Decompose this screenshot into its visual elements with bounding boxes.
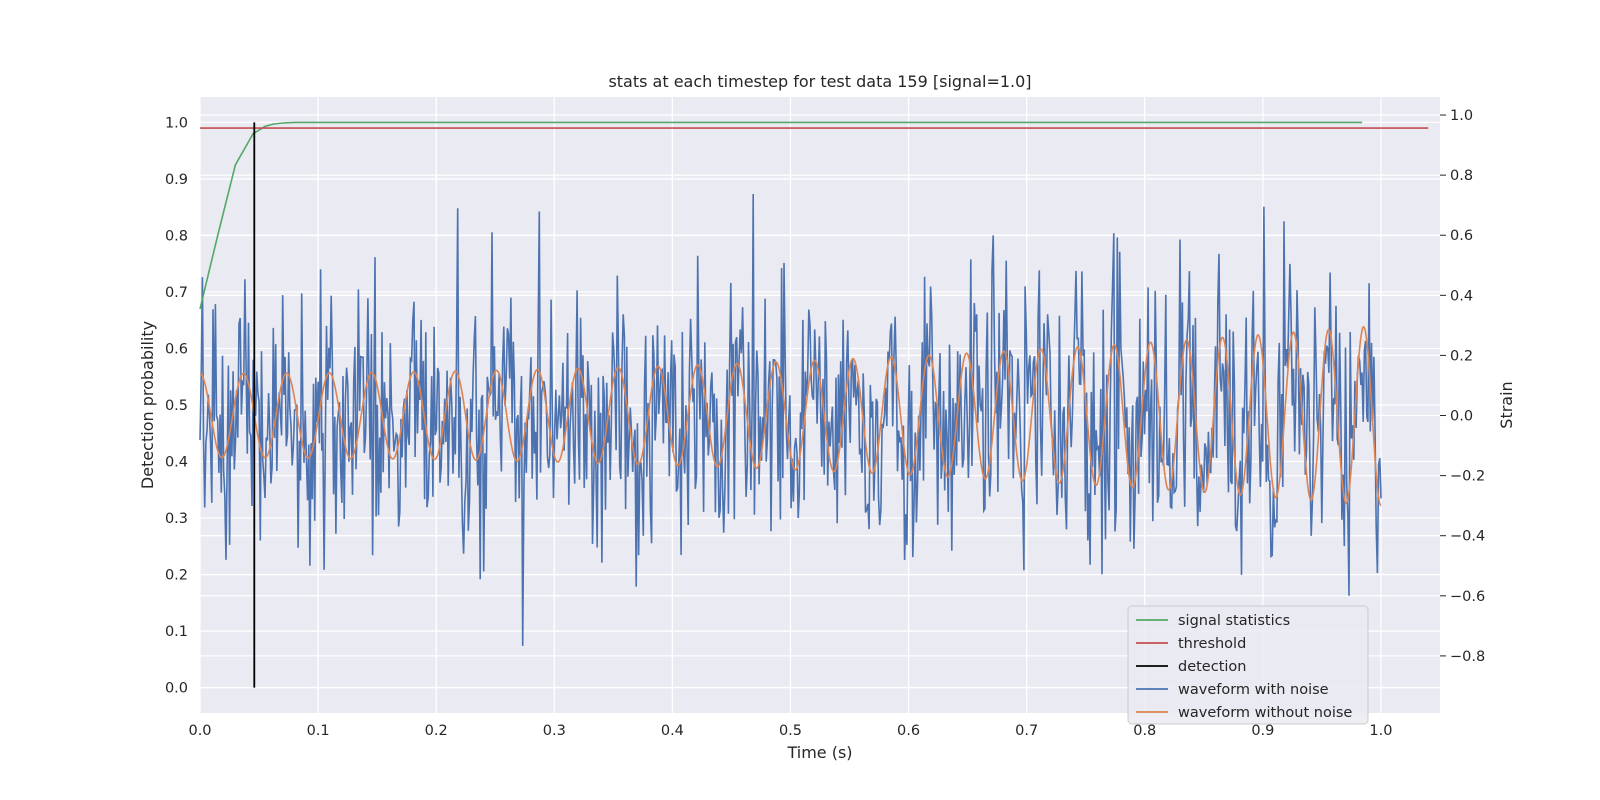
legend-label: waveform with noise [1178, 682, 1329, 698]
y-tick-label-right: 0.4 [1450, 288, 1473, 304]
y-tick-label-right: −0.2 [1450, 469, 1485, 485]
x-tick-label: 0.7 [1015, 723, 1038, 739]
y-tick-label-right: 0.8 [1450, 168, 1473, 184]
y-tick-label-left: 0.1 [165, 624, 188, 640]
y-tick-label-left: 0.5 [165, 398, 188, 414]
y-tick-label-left: 0.8 [165, 228, 188, 244]
series-waveform-without-noise [199, 326, 1382, 507]
y-tick-label-right: −0.4 [1450, 529, 1485, 545]
x-tick-label: 0.6 [897, 723, 920, 739]
x-tick-label: 0.9 [1251, 723, 1274, 739]
y-tick-label-left: 0.6 [165, 341, 188, 357]
x-tick-label: 0.1 [307, 723, 330, 739]
legend: signal statistics threshold detection wavef… [1127, 605, 1369, 725]
x-tick-label: 0.3 [543, 723, 566, 739]
legend-label: signal statistics [1178, 613, 1290, 629]
y-tick-label-right: −0.8 [1450, 649, 1485, 665]
y-tick-label-right: −0.6 [1450, 589, 1485, 605]
y-tick-label-left: 0.2 [165, 568, 188, 584]
x-axis-label: Time (s) [786, 743, 852, 762]
y-axis-label-left: Detection probability [138, 321, 157, 489]
y-tick-label-right: 0.2 [1450, 348, 1473, 364]
y-tick-label-right: 0.0 [1450, 409, 1473, 425]
y-tick-label-left: 0.0 [165, 681, 188, 697]
y-tick-label-left: 0.3 [165, 511, 188, 527]
x-tick-label: 1.0 [1369, 723, 1392, 739]
legend-label: detection [1178, 659, 1246, 675]
y-tick-label-left: 0.9 [165, 172, 188, 188]
x-tick-label: 0.5 [779, 723, 802, 739]
series-signal-statistics [199, 121, 1363, 310]
legend-label: waveform without noise [1178, 705, 1352, 721]
y-tick-label-right: 1.0 [1450, 108, 1473, 124]
series-lines [199, 121, 1429, 688]
y-tick-label-right: 0.6 [1450, 228, 1473, 244]
x-tick-label: 0.2 [425, 723, 448, 739]
y-tick-label-left: 0.7 [165, 285, 188, 301]
y-tick-label-left: 1.0 [165, 115, 188, 131]
chart-title: stats at each timestep for test data 159… [608, 72, 1031, 91]
x-tick-label: 0.4 [661, 723, 684, 739]
y-axis-label-right: Strain [1497, 381, 1516, 428]
axis-ticks: 0.0 0.1 0.2 0.3 0.4 0.5 0.6 0.7 0.8 0.9 1.0 0.0 0.1 0… [165, 108, 1485, 739]
legend-box [1127, 605, 1369, 725]
legend-label: threshold [1178, 636, 1246, 652]
x-tick-label: 0.0 [188, 723, 211, 739]
y-tick-label-left: 0.4 [165, 455, 188, 471]
x-tick-label: 0.8 [1133, 723, 1156, 739]
